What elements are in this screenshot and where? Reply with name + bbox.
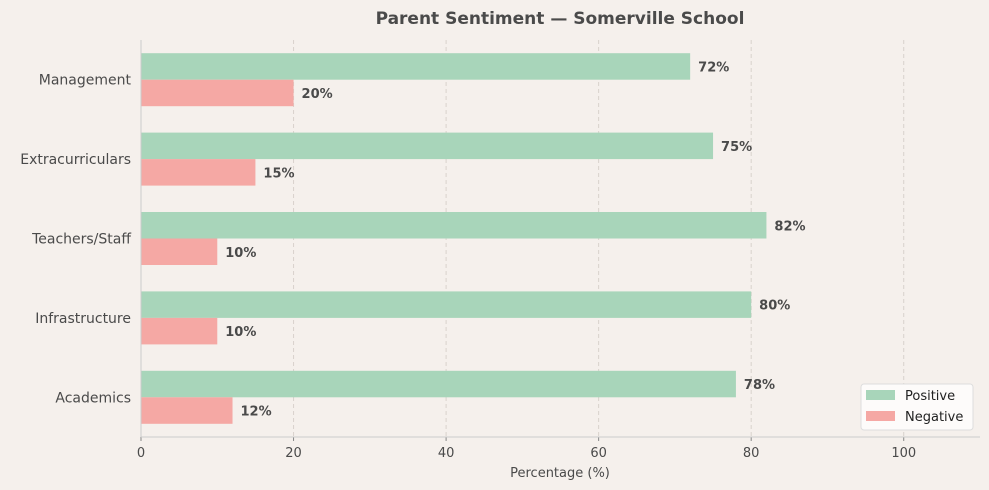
x-tick-label: 60 [590,446,607,461]
y-tick-label: Management [39,73,132,89]
y-tick-label: Teachers/Staff [31,232,131,248]
legend-swatch [866,411,895,421]
data-label: 10% [225,325,256,340]
x-tick-label: 20 [285,446,302,461]
x-tick-label: 40 [438,446,455,461]
data-label: 10% [225,246,256,261]
bar-negative [141,79,294,107]
bar-negative [141,238,218,265]
legend-swatch [866,390,895,400]
y-tick-label: Infrastructure [35,311,131,327]
y-tick-label: Academics [55,390,131,406]
data-label: 78% [744,378,775,393]
data-label: 75% [721,140,752,155]
bar-positive [141,212,767,239]
bar-positive [141,132,714,160]
data-label: 80% [759,299,790,314]
chart-title: Parent Sentiment — Somerville School [376,9,745,29]
data-label: 15% [263,166,294,181]
legend-label: Negative [905,410,963,425]
bar-positive [141,291,752,318]
bar-negative [141,317,218,345]
bar-negative [141,159,256,186]
legend-label: Positive [905,389,955,404]
data-label: 20% [302,87,333,102]
data-label: 12% [241,405,272,420]
y-tick-label: Extracurriculars [20,152,131,168]
x-axis-label: Percentage (%) [510,466,610,481]
data-label: 72% [698,60,729,75]
x-tick-label: 0 [137,446,145,461]
x-tick-label: 100 [891,446,916,461]
bar-positive [141,53,691,80]
data-label: 82% [774,219,805,234]
bar-positive [141,370,736,398]
x-tick-label: 80 [743,446,760,461]
bar-negative [141,397,233,424]
